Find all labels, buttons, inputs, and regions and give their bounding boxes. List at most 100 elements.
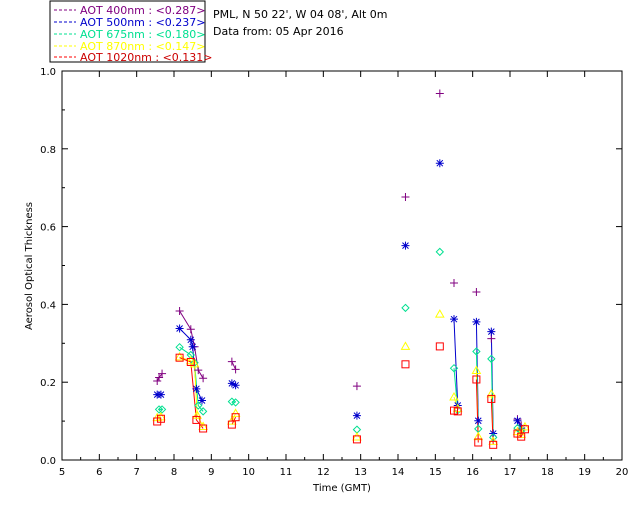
x-tick-label: 19 bbox=[578, 467, 591, 478]
y-tick-label: 0.6 bbox=[40, 223, 56, 234]
x-tick-label: 15 bbox=[429, 467, 442, 478]
data-point-square bbox=[489, 440, 498, 449]
x-tick-label: 9 bbox=[208, 467, 214, 478]
data-point-triangle bbox=[449, 391, 459, 401]
data-point-square bbox=[156, 414, 165, 423]
data-point-asterisk bbox=[487, 327, 496, 336]
data-point-diamond bbox=[401, 303, 410, 313]
data-point-plus bbox=[158, 369, 167, 378]
legend-label-500: AOT 500nm : <0.237> bbox=[80, 16, 206, 29]
data-point-square bbox=[175, 353, 184, 362]
legend-entry-870: AOT 870nm : <0.147> bbox=[54, 40, 206, 53]
date-text: Data from: 05 Apr 2016 bbox=[213, 25, 344, 38]
data-point-square bbox=[186, 357, 195, 366]
data-point-asterisk bbox=[227, 379, 236, 388]
legend-label-1020: AOT 1020nm : <0.131> bbox=[80, 51, 213, 64]
data-point-square bbox=[487, 394, 496, 403]
x-tick-label: 16 bbox=[466, 467, 479, 478]
data-point-diamond bbox=[194, 401, 203, 410]
data-point-triangle bbox=[189, 358, 200, 368]
x-tick-label: 18 bbox=[541, 467, 554, 478]
data-point-triangle bbox=[185, 355, 196, 365]
data-point-triangle bbox=[192, 410, 203, 419]
plot-area bbox=[61, 70, 623, 461]
x-tick-label: 17 bbox=[504, 467, 517, 478]
data-point-triangle bbox=[488, 436, 499, 445]
data-point-plus bbox=[435, 89, 444, 98]
y-tick-label: 0.8 bbox=[40, 145, 56, 156]
data-point-asterisk bbox=[186, 335, 195, 344]
data-point-square bbox=[520, 425, 529, 434]
data-point-plus bbox=[450, 279, 458, 288]
legend-box bbox=[49, 0, 206, 63]
data-point-square bbox=[192, 415, 201, 424]
data-point-triangle bbox=[230, 408, 241, 417]
data-point-triangle bbox=[400, 341, 411, 350]
y-tick-label: 1.0 bbox=[40, 67, 56, 78]
data-point-diamond bbox=[435, 247, 445, 257]
data-point-diamond bbox=[449, 363, 459, 373]
data-point-diamond bbox=[472, 347, 481, 356]
data-point-square bbox=[231, 413, 240, 422]
data-point-plus bbox=[487, 334, 496, 343]
series-line bbox=[453, 319, 459, 406]
data-point-triangle bbox=[434, 309, 445, 318]
data-point-asterisk bbox=[474, 416, 483, 425]
data-point-plus bbox=[175, 307, 184, 316]
data-point-asterisk bbox=[156, 390, 165, 399]
data-point-triangle bbox=[520, 421, 530, 431]
data-point-square bbox=[352, 435, 361, 444]
data-point-plus bbox=[194, 366, 203, 375]
series-line bbox=[453, 368, 459, 411]
legend-entry-400: AOT 400nm : <0.287> bbox=[54, 4, 206, 17]
data-point-diamond bbox=[513, 423, 522, 433]
x-tick-label: 13 bbox=[354, 467, 367, 478]
data-point-plus bbox=[352, 382, 361, 391]
data-point-plus bbox=[227, 357, 236, 366]
data-point-triangle bbox=[174, 351, 185, 361]
data-point-asterisk bbox=[231, 381, 240, 390]
y-tick-label: 0.0 bbox=[40, 456, 56, 467]
data-point-asterisk bbox=[450, 315, 458, 324]
data-point-plus bbox=[401, 193, 410, 202]
y-tick-label: 0.2 bbox=[40, 378, 56, 389]
data-point-asterisk bbox=[352, 411, 361, 420]
y-tick-label: 0.4 bbox=[40, 300, 56, 311]
series-lines bbox=[156, 310, 526, 445]
data-point-plus bbox=[153, 377, 162, 386]
data-point-square bbox=[453, 407, 462, 416]
legend-label-400: AOT 400nm : <0.287> bbox=[80, 4, 206, 17]
x-tick-label: 12 bbox=[317, 467, 330, 478]
data-point-asterisk bbox=[198, 396, 206, 405]
data-point-asterisk bbox=[401, 241, 410, 250]
data-point-diamond bbox=[154, 405, 164, 414]
data-point-diamond bbox=[190, 358, 199, 367]
data-point-diamond bbox=[157, 405, 167, 414]
x-tick-label: 6 bbox=[96, 467, 102, 478]
x-tick-label: 5 bbox=[59, 467, 65, 478]
legend-label-675: AOT 675nm : <0.180> bbox=[80, 28, 206, 41]
data-point-square bbox=[474, 438, 483, 447]
data-point-square bbox=[199, 424, 208, 433]
data-point-diamond bbox=[487, 354, 496, 364]
y-axis: 0.0 0.2 0.4 0.6 0.8 1.0 bbox=[40, 67, 622, 467]
data-point-square bbox=[472, 375, 481, 384]
data-point-triangle bbox=[486, 388, 497, 398]
x-tick-label: 14 bbox=[392, 467, 405, 478]
x-tick-label: 8 bbox=[171, 467, 177, 478]
data-point-asterisk bbox=[188, 342, 197, 351]
data-point-triangle bbox=[352, 432, 362, 441]
legend-entry-500: AOT 500nm : <0.237> bbox=[54, 16, 206, 29]
x-axis: 5 6 7 8 9 10 11 12 13 14 15 16 17 18 19 20 bbox=[59, 71, 628, 478]
data-point-asterisk bbox=[513, 416, 522, 425]
legend-label-870: AOT 870nm : <0.147> bbox=[80, 40, 206, 53]
y-axis-title: Aerosol Optical Thickness bbox=[24, 202, 35, 330]
data-point-plus bbox=[472, 287, 481, 296]
data-point-triangle bbox=[198, 421, 208, 431]
data-point-diamond bbox=[175, 342, 184, 352]
location-text: PML, N 50 22', W 04 08', Alt 0m bbox=[213, 8, 387, 21]
data-point-plus bbox=[186, 325, 195, 334]
data-point-asterisk bbox=[175, 324, 184, 333]
legend-entry-675: AOT 675nm : <0.180> bbox=[54, 28, 206, 41]
